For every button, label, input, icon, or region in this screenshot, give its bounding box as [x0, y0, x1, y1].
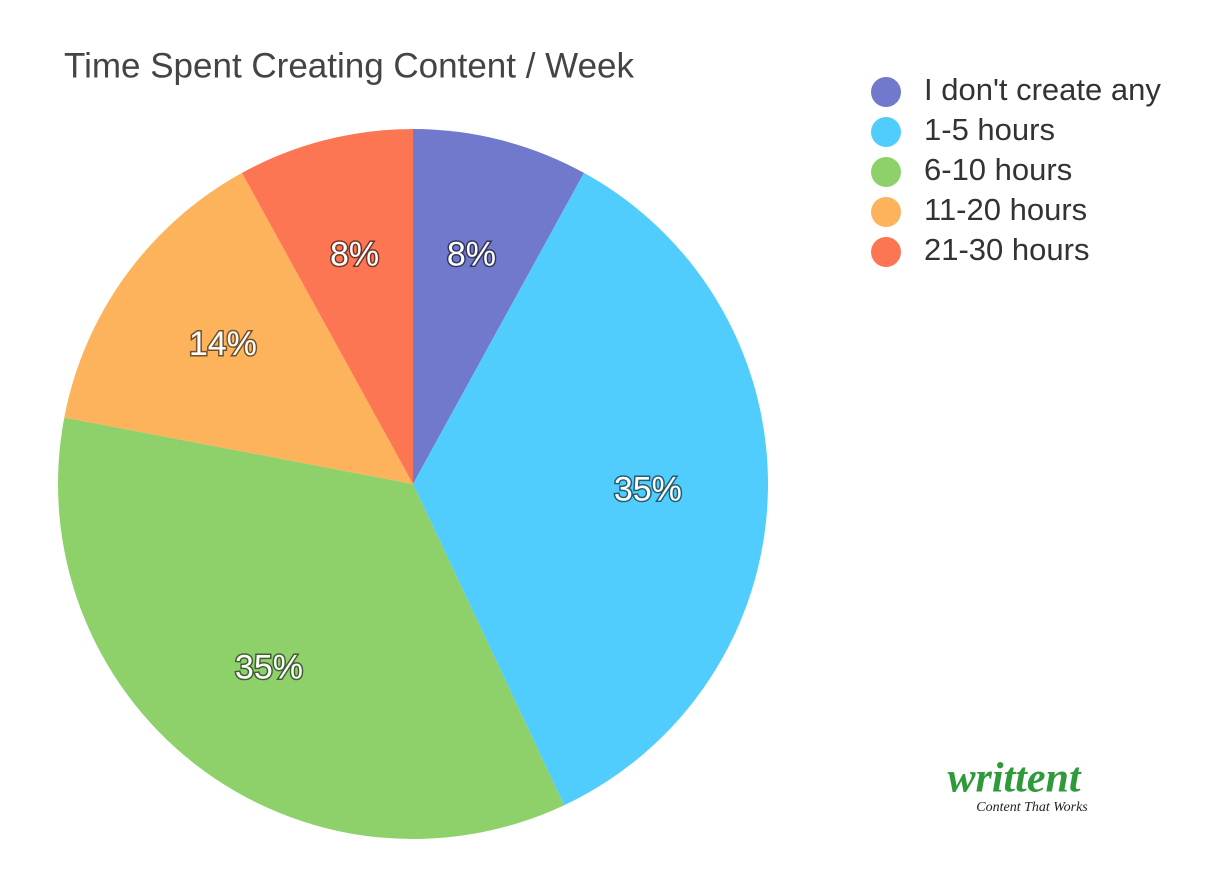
value-label: 8%: [330, 235, 379, 273]
value-label: 14%: [189, 325, 257, 363]
legend-label: I don't create any: [924, 72, 1161, 107]
chart-title: Time Spent Creating Content / Week: [64, 46, 634, 85]
pie-slice: [413, 172, 768, 806]
value-label: 35%: [614, 470, 682, 508]
pie-slice: [413, 129, 585, 484]
value-label: 35%: [235, 649, 303, 687]
legend-label: 21-30 hours: [924, 232, 1089, 267]
pie-slice: [64, 172, 413, 484]
legend-swatch: [871, 197, 901, 227]
legend-label: 11-20 hours: [924, 192, 1087, 227]
pie-slice: [57, 417, 565, 840]
legend-label: 1-5 hours: [924, 112, 1055, 147]
pie-slice: [241, 129, 413, 484]
legend-swatch: [871, 117, 901, 147]
logo-tagline: Content That Works: [976, 800, 1088, 815]
legend-swatch: [871, 237, 901, 267]
value-label: 8%: [447, 235, 496, 273]
legend-swatch: [871, 157, 901, 187]
logo-name: writtent: [947, 756, 1081, 802]
legend-swatch: [871, 77, 901, 107]
legend-label: 6-10 hours: [924, 152, 1072, 187]
